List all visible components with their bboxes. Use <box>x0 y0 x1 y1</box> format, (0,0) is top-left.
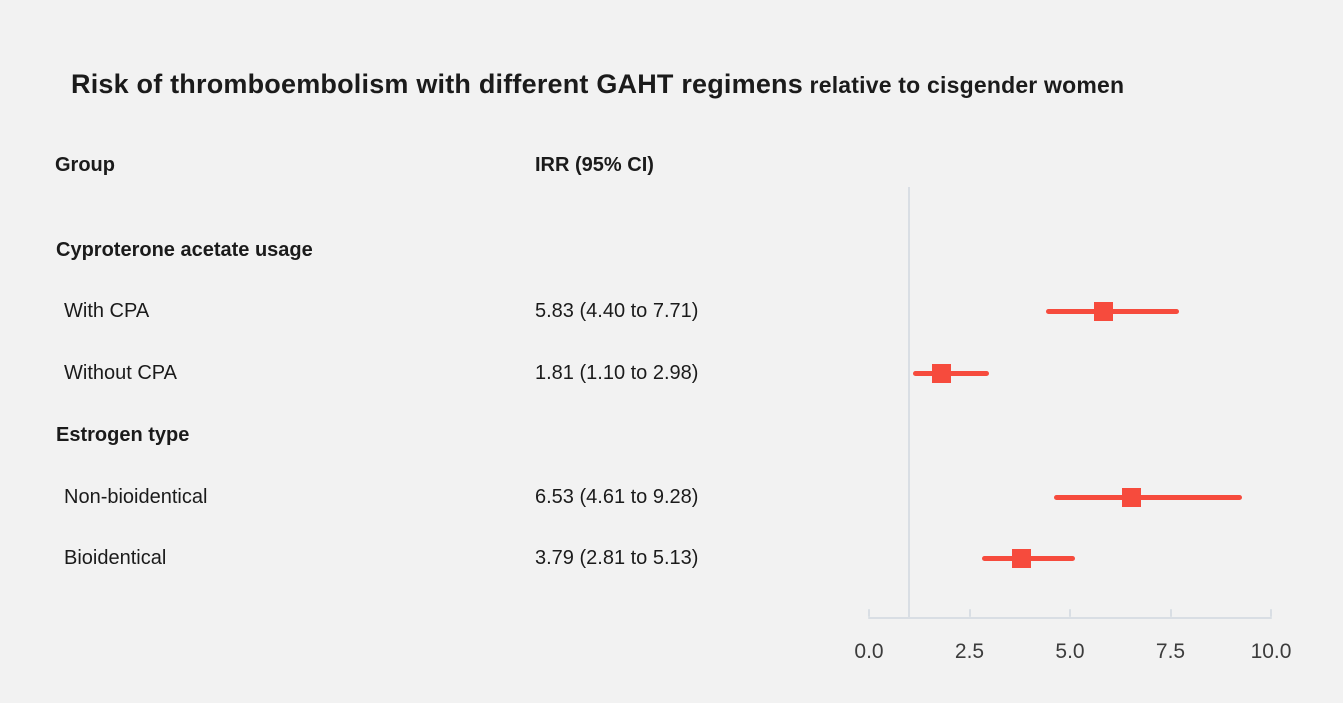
row-label-non-bioidentical: Non-bioidentical <box>64 486 208 508</box>
row-value-with-cpa: 5.83 (4.40 to 7.71) <box>535 300 699 322</box>
title-main-text: Risk of thromboembolism with different G… <box>71 69 803 99</box>
column-header-group: Group <box>55 154 115 176</box>
column-header-irr: IRR (95% CI) <box>535 154 654 176</box>
row-value-without-cpa: 1.81 (1.10 to 2.98) <box>535 362 699 384</box>
row-value-non-bioidentical: 6.53 (4.61 to 9.28) <box>535 486 699 508</box>
irr-point-marker <box>1093 301 1113 321</box>
x-axis-tick-label: 0.0 <box>854 640 884 663</box>
irr-point-marker <box>1011 548 1031 568</box>
x-axis-tick <box>1270 609 1272 617</box>
x-axis-tick <box>1169 609 1172 617</box>
title-suffix-text: relative to cisgender women <box>802 72 1125 98</box>
section-heading-cpa: Cyproterone acetate usage <box>56 239 313 261</box>
x-axis-tick <box>868 609 870 617</box>
row-value-bioidentical: 3.79 (2.81 to 5.13) <box>535 547 699 569</box>
x-axis-tick-label: 5.0 <box>1055 640 1085 663</box>
x-axis-line <box>868 617 1272 619</box>
irr-point-marker <box>932 363 952 383</box>
x-axis-tick-label: 7.5 <box>1155 640 1186 663</box>
row-label-bioidentical: Bioidentical <box>64 547 167 569</box>
x-axis-tick-label: 10.0 <box>1250 640 1292 663</box>
x-axis-tick <box>1069 609 1071 617</box>
x-axis-tick-label: 2.5 <box>954 640 985 663</box>
irr-point-marker <box>1122 487 1141 507</box>
x-axis-tick <box>968 609 971 617</box>
section-heading-estrogen: Estrogen type <box>56 424 190 446</box>
page-title: Risk of thromboembolism with different G… <box>71 64 1124 101</box>
row-label-with-cpa: With CPA <box>64 300 150 322</box>
ci-interval-line <box>1054 494 1243 500</box>
reference-line <box>908 187 911 619</box>
row-label-without-cpa: Without CPA <box>64 362 177 384</box>
